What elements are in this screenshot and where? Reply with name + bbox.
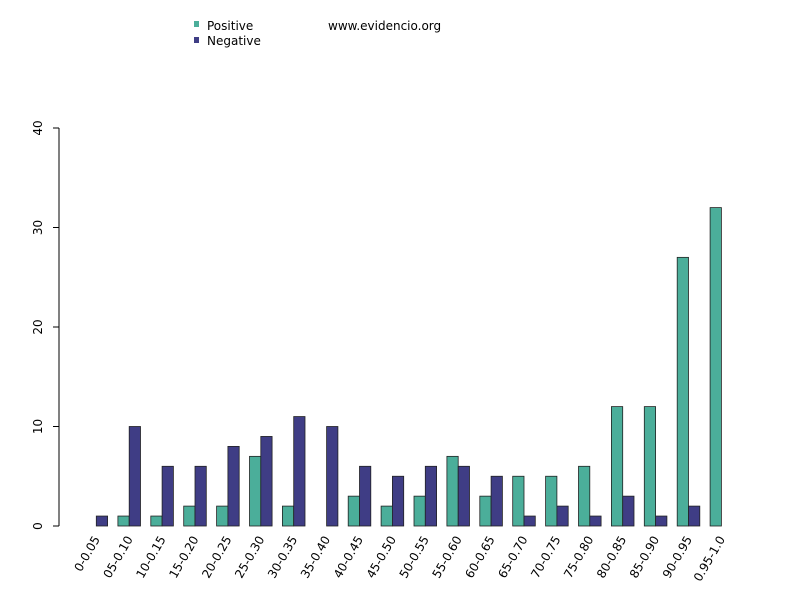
bars bbox=[95, 207, 722, 527]
bar-positive-16 bbox=[611, 406, 624, 527]
x-tick-label: 50-0.55 bbox=[397, 534, 432, 581]
bar-negative-1 bbox=[128, 426, 141, 527]
bar-negative-4 bbox=[227, 445, 240, 527]
legend-label-negative: Negative bbox=[207, 34, 261, 48]
bar-negative-17 bbox=[655, 515, 668, 527]
legend-swatch-negative bbox=[194, 37, 199, 43]
x-tick-label: 15-0.20 bbox=[166, 534, 201, 581]
x-tick-label: 60-0.65 bbox=[462, 534, 497, 581]
bar-negative-10 bbox=[424, 465, 437, 527]
legend: Positive Negative bbox=[194, 19, 261, 48]
y-tick-label: 40 bbox=[31, 120, 45, 135]
bar-positive-9 bbox=[380, 505, 393, 527]
x-tick-label: 25-0.30 bbox=[232, 534, 267, 581]
bar-negative-16 bbox=[622, 495, 635, 527]
x-tick-label: 35-0.40 bbox=[298, 534, 333, 581]
watermark: www.evidencio.org bbox=[328, 19, 441, 33]
x-tick-label: 20-0.25 bbox=[199, 534, 234, 581]
x-tick-label: 0.95-1.0 bbox=[691, 534, 728, 584]
x-tick-label: 90-0.95 bbox=[660, 534, 695, 581]
bar-negative-15 bbox=[589, 515, 602, 527]
bar-positive-17 bbox=[643, 406, 656, 527]
bar-negative-5 bbox=[260, 436, 273, 527]
y-tick-label: 30 bbox=[31, 220, 45, 235]
x-tick-label: 75-0.80 bbox=[561, 534, 596, 581]
bar-negative-13 bbox=[523, 515, 536, 527]
legend-swatch-positive bbox=[194, 21, 199, 27]
bar-negative-8 bbox=[359, 465, 372, 527]
bar-positive-4 bbox=[216, 505, 229, 527]
bar-positive-8 bbox=[347, 495, 360, 527]
y-axis: 0 10 20 30 40 bbox=[31, 120, 60, 530]
y-tick-label: 10 bbox=[31, 419, 45, 434]
y-tick-label: 0 bbox=[31, 522, 45, 530]
bar-positive-15 bbox=[578, 465, 591, 527]
x-axis: 0-0.0505-0.1010-0.1515-0.2020-0.2525-0.3… bbox=[71, 534, 728, 584]
x-tick-label: 55-0.60 bbox=[430, 534, 465, 581]
bar-positive-12 bbox=[479, 495, 492, 527]
bar-positive-13 bbox=[512, 475, 525, 527]
bar-positive-19 bbox=[709, 207, 722, 527]
bar-negative-7 bbox=[326, 426, 339, 527]
bar-positive-5 bbox=[249, 455, 262, 527]
bar-negative-14 bbox=[556, 505, 569, 527]
bar-positive-18 bbox=[676, 256, 689, 527]
bar-negative-9 bbox=[391, 475, 405, 527]
bar-negative-6 bbox=[293, 416, 306, 527]
x-tick-label: 10-0.15 bbox=[133, 534, 168, 581]
bar-positive-10 bbox=[413, 495, 426, 527]
x-tick-label: 85-0.90 bbox=[627, 534, 662, 581]
x-tick-label: 30-0.35 bbox=[265, 534, 300, 581]
bar-negative-2 bbox=[161, 465, 174, 527]
bar-positive-11 bbox=[446, 455, 459, 527]
bar-positive-6 bbox=[281, 505, 295, 527]
bar-positive-3 bbox=[183, 505, 196, 527]
legend-label-positive: Positive bbox=[207, 19, 253, 33]
x-tick-label: 40-0.45 bbox=[331, 534, 366, 581]
x-tick-label: 80-0.85 bbox=[594, 534, 629, 581]
bar-positive-2 bbox=[150, 515, 163, 527]
bar-negative-18 bbox=[688, 505, 701, 527]
bar-negative-12 bbox=[490, 475, 503, 527]
x-tick-label: 65-0.70 bbox=[495, 534, 530, 581]
bar-negative-11 bbox=[457, 465, 470, 527]
bar-negative-0 bbox=[95, 515, 109, 527]
x-tick-label: 45-0.50 bbox=[364, 534, 399, 581]
bar-negative-3 bbox=[194, 465, 207, 527]
x-tick-label: 0-0.05 bbox=[71, 534, 102, 575]
x-tick-label: 05-0.10 bbox=[101, 534, 136, 581]
x-tick-label: 70-0.75 bbox=[528, 534, 563, 581]
bar-positive-1 bbox=[117, 515, 130, 527]
bar-positive-14 bbox=[545, 475, 558, 527]
y-tick-label: 20 bbox=[31, 319, 45, 334]
